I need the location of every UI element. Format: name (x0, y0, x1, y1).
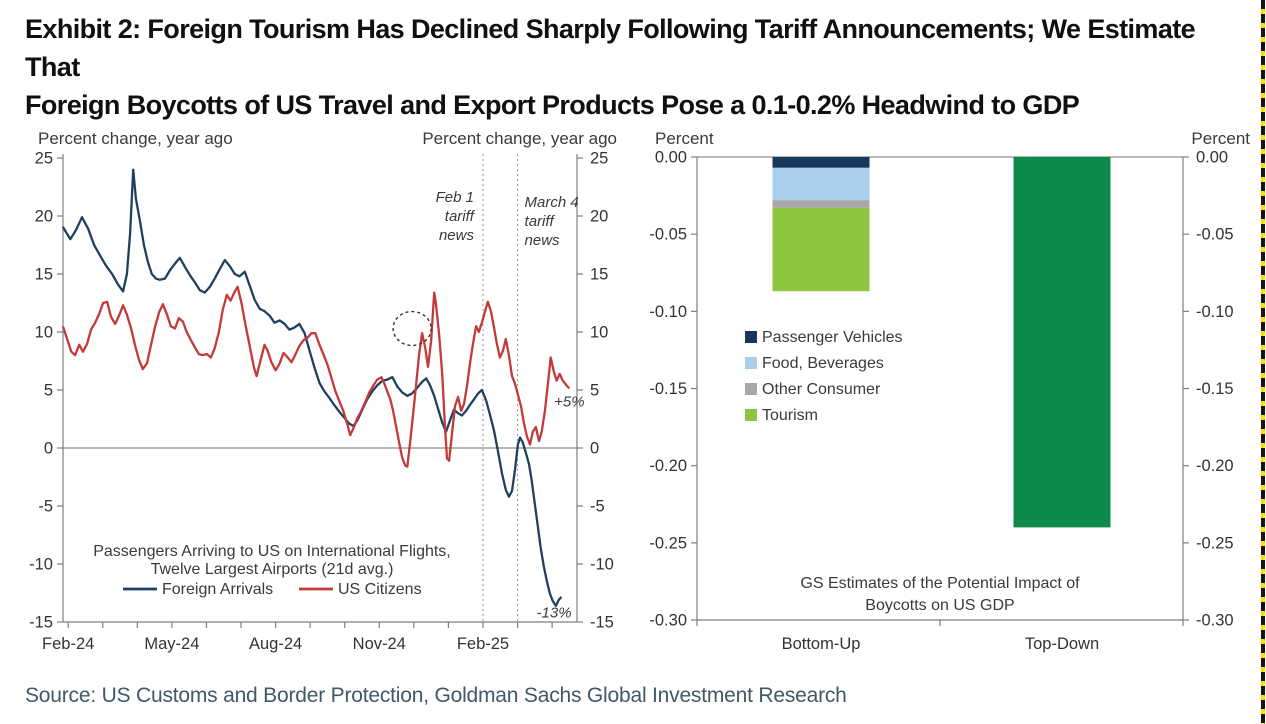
bar-segment-bottom-up-other-consumer (772, 200, 870, 208)
y-tick-label-right: -0.15 (1196, 380, 1234, 398)
hazard-stripe-border (1261, 0, 1265, 724)
y-tick-label-right: -0.20 (1196, 457, 1234, 475)
exhibit-title-line-2: Foreign Boycotts of US Travel and Export… (25, 90, 1080, 120)
feb1-tariff-label: Feb 1 (436, 189, 474, 206)
y-tick-label-left: -0.25 (649, 534, 687, 552)
y-tick-label-right: -0.05 (1196, 226, 1234, 244)
y-tick-label-right: 25 (590, 150, 608, 168)
source-line: Source: US Customs and Border Protection… (25, 684, 847, 707)
y-tick-label-right: 0 (590, 440, 599, 458)
y-tick-label-left: -0.15 (649, 380, 687, 398)
y-tick-label-left: -0.20 (649, 457, 687, 475)
legend-label-passenger-vehicles: Passenger Vehicles (762, 329, 903, 346)
legend-label-tourism: Tourism (762, 407, 818, 424)
y-tick-label-left: -5 (38, 498, 53, 516)
y-tick-label-left: 0 (44, 440, 53, 458)
y-tick-label-left: -0.05 (649, 226, 687, 244)
feb1-tariff-label: tariff (445, 208, 476, 225)
y-tick-label-left: 0.00 (655, 149, 687, 167)
legend-label-other-consumer: Other Consumer (762, 381, 881, 398)
legend-label-food-beverages: Food, Beverages (762, 355, 884, 372)
bar-segment-bottom-up-tourism (772, 207, 870, 292)
y-tick-label-right: -0.30 (1196, 612, 1234, 630)
y-axis-title-left: Percent (655, 129, 714, 148)
y-tick-label-left: 5 (44, 382, 53, 400)
y-tick-label-left: 20 (35, 208, 53, 226)
caption-line-2: Boycotts on US GDP (865, 597, 1014, 614)
red-endpoint-label: +5% (554, 394, 584, 411)
y-tick-label-right: 10 (590, 324, 608, 342)
us-citizens-line (62, 285, 570, 468)
y-tick-label-left: 10 (35, 324, 53, 342)
bar-segment-bottom-up-passenger-vehicles (772, 157, 870, 168)
y-tick-label-right: -10 (590, 556, 614, 574)
foreign-arrivals-line (62, 168, 562, 607)
caption-line-1: GS Estimates of the Potential Impact of (800, 575, 1080, 592)
exhibit-title: Exhibit 2: Foreign Tourism Has Declined … (25, 10, 1245, 124)
y-axis-title-right: Percent (1191, 129, 1250, 148)
dashed-circle-annotation (392, 310, 432, 347)
x-tick-label: Feb-25 (457, 635, 509, 653)
y-tick-label-left: -0.30 (649, 612, 687, 630)
y-tick-label-right: 20 (590, 208, 608, 226)
y-tick-label-left: -0.10 (649, 303, 687, 321)
exhibit-title-line-1: Exhibit 2: Foreign Tourism Has Declined … (25, 14, 1196, 82)
legend-swatch-food-beverages (745, 357, 757, 369)
y-tick-label-right: 15 (590, 266, 608, 284)
inplot-title-line-2: Twelve Largest Airports (21d avg.) (151, 561, 394, 578)
march4-tariff-label: tariff (525, 213, 556, 230)
y-tick-label-right: 5 (590, 382, 599, 400)
legend-label-us-citizens: US Citizens (338, 581, 422, 598)
y-tick-label-right: 0.00 (1196, 149, 1228, 167)
y-axis-title-left: Percent change, year ago (38, 129, 233, 148)
y-tick-label-left: 15 (35, 266, 53, 284)
march4-tariff-label: March 4 (525, 194, 579, 211)
y-tick-label-right: -0.10 (1196, 303, 1234, 321)
arrivals-line-chart: Percent change, year ago Percent change, … (29, 129, 617, 653)
x-category-label-bottom-up: Bottom-Up (782, 635, 861, 653)
x-tick-label: Feb-24 (42, 635, 94, 653)
y-axis-title-right: Percent change, year ago (422, 129, 617, 148)
y-tick-label-right: -5 (590, 498, 605, 516)
y-tick-label-left: -10 (29, 556, 53, 574)
x-category-label-top-down: Top-Down (1025, 635, 1099, 653)
march4-tariff-label: news (525, 232, 561, 249)
y-tick-label-left: 25 (35, 150, 53, 168)
legend-swatch-other-consumer (745, 383, 757, 395)
inplot-title-line-1: Passengers Arriving to US on Internation… (93, 543, 451, 560)
x-tick-label: Nov-24 (353, 635, 406, 653)
blue-endpoint-label: -13% (537, 605, 572, 622)
legend-swatch-passenger-vehicles (745, 331, 757, 343)
x-tick-label: Aug-24 (249, 635, 302, 653)
feb1-tariff-label: news (439, 227, 475, 244)
y-tick-label-right: -0.25 (1196, 534, 1234, 552)
y-tick-label-left: -15 (29, 614, 53, 632)
legend-swatch-tourism (745, 409, 757, 421)
bar-segment-top-down-top-down (1013, 157, 1111, 528)
bar-segment-bottom-up-food-beverages (772, 167, 870, 201)
legend-label-foreign-arrivals: Foreign Arrivals (162, 581, 273, 598)
y-tick-label-right: -15 (590, 614, 614, 632)
x-tick-label: May-24 (144, 635, 199, 653)
